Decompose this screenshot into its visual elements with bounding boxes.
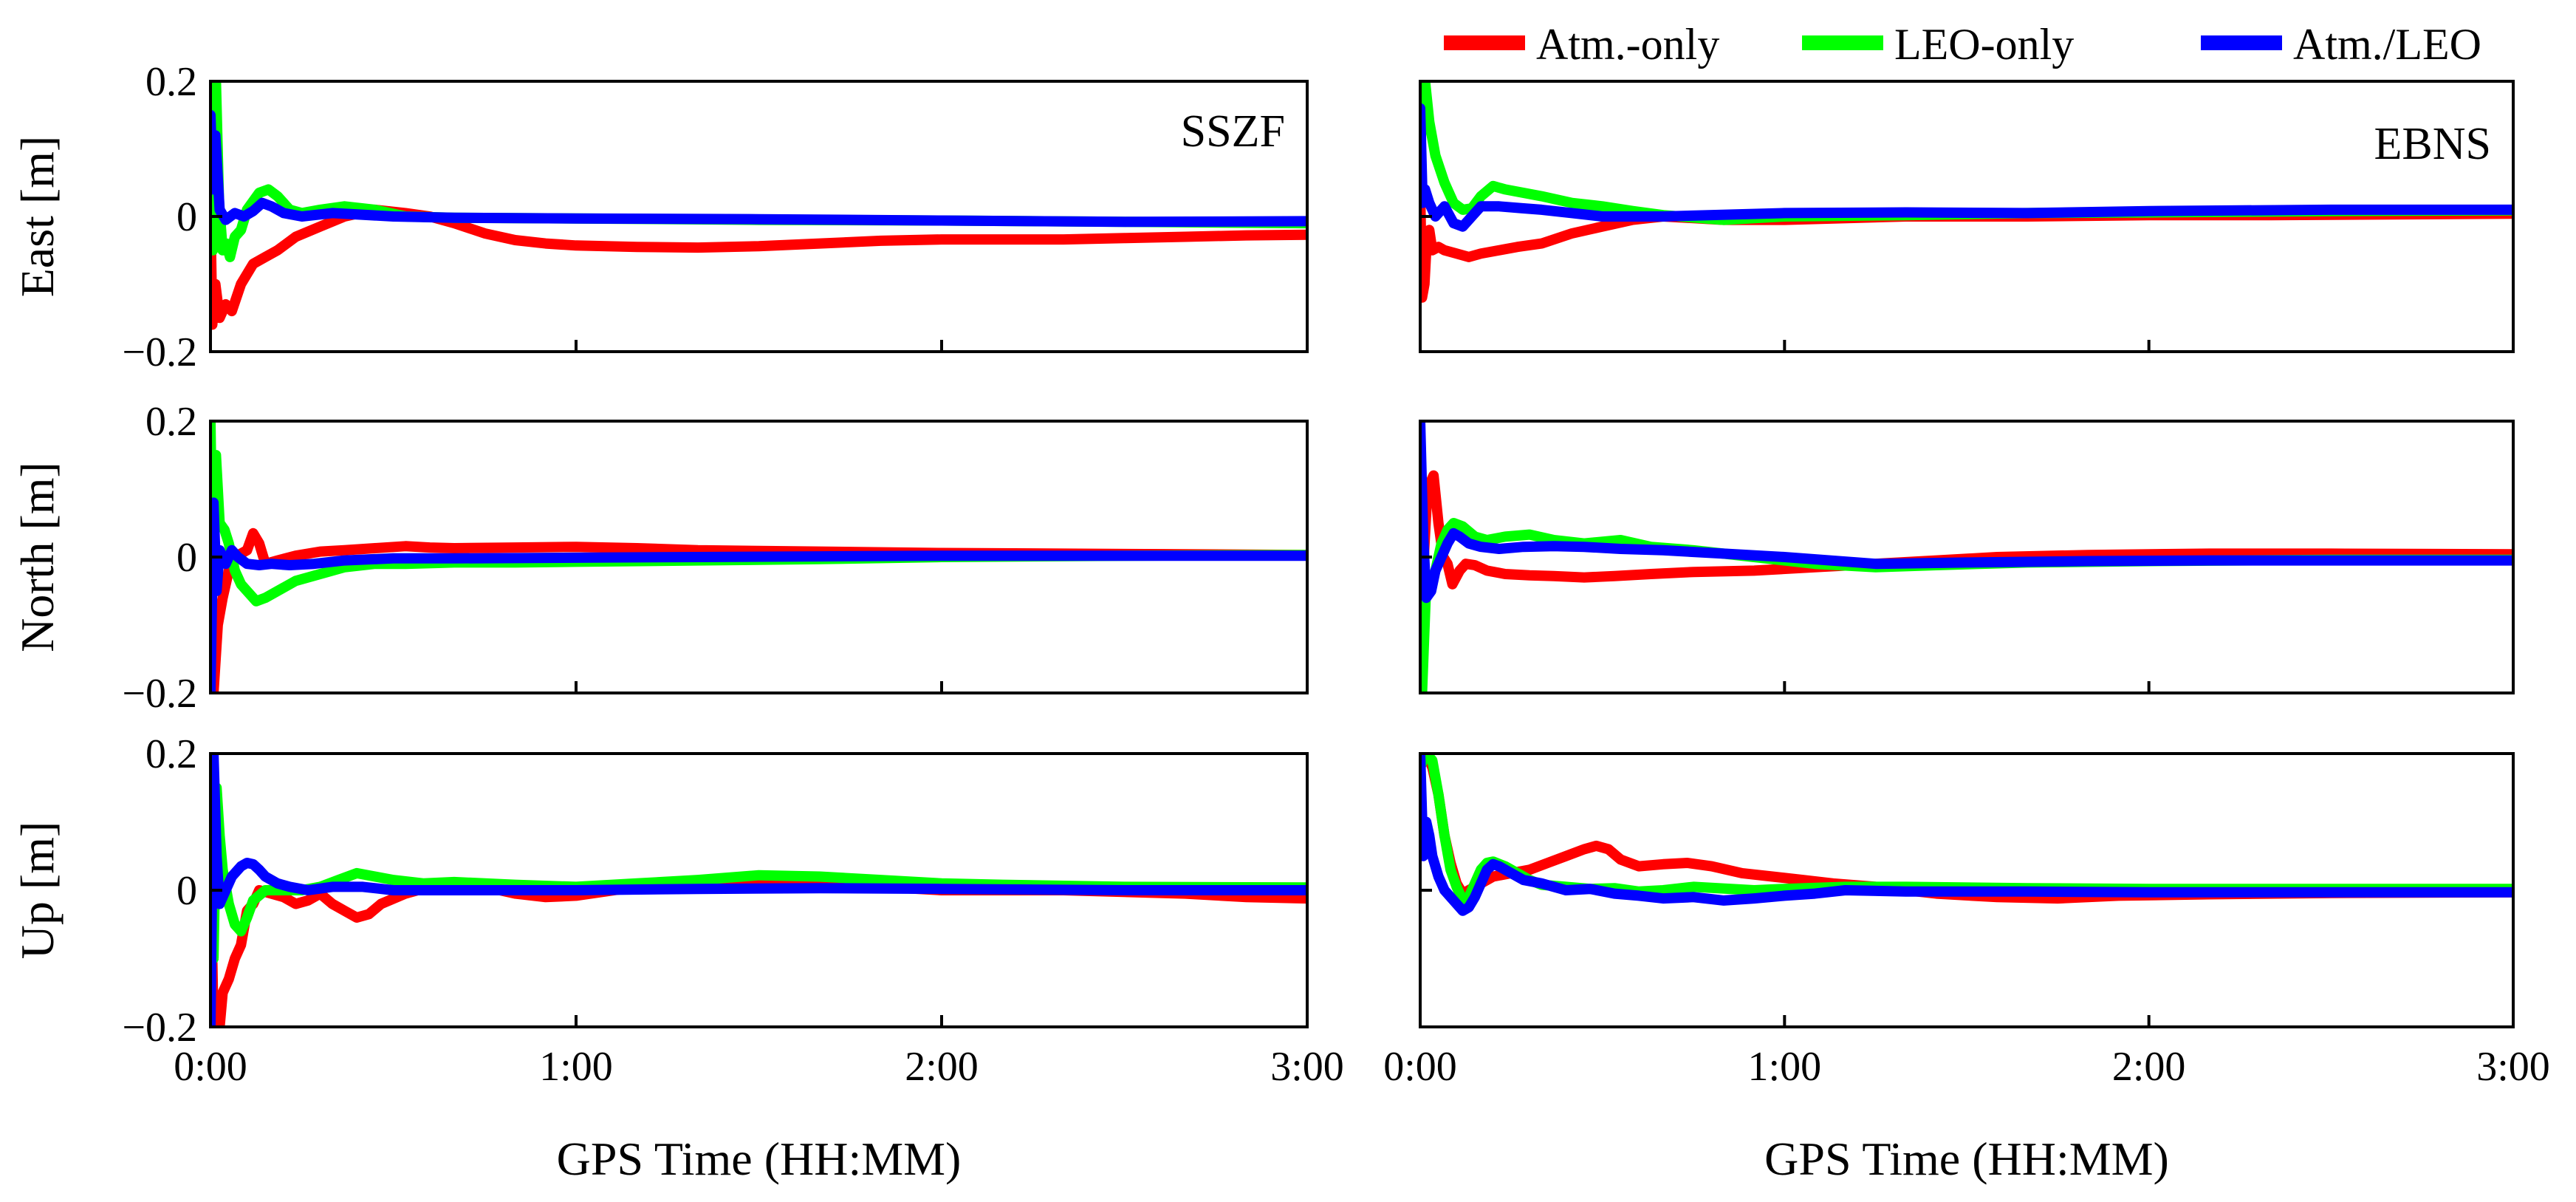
series-line-atm-leo <box>210 109 1307 228</box>
series-line-atm-leo <box>1420 421 2513 604</box>
y-axis-title-east: East [m] <box>11 136 64 298</box>
x-tick-label: 0:00 <box>1383 1044 1457 1090</box>
legend-label: Atm.-only <box>1536 20 1719 69</box>
y-tick-label: 0.2 <box>145 399 197 445</box>
station-label-sszf: SSZF <box>1181 106 1285 157</box>
series-line-leo-only <box>210 81 1307 262</box>
series-line-leo-only <box>1420 754 2513 906</box>
series-line-atm-leo <box>1420 103 2513 232</box>
panel-sszf-up: 0.2 0 −0.2 Up [m] 0:00 1:00 2:00 3:00 <box>11 731 1344 1090</box>
panel-sszf-north: 0.2 0 −0.2 North [m] <box>11 399 1309 717</box>
legend: Atm.-only LEO-only Atm./LEO <box>1444 20 2481 69</box>
series-group <box>210 421 1307 693</box>
legend-item-3: Atm./LEO <box>2201 20 2481 69</box>
series-group <box>210 81 1307 330</box>
x-axis-title: GPS Time (HH:MM) <box>1764 1133 2169 1185</box>
series-line-atm-leo <box>210 497 1307 693</box>
x-axis-title: GPS Time (HH:MM) <box>557 1133 962 1185</box>
panel-ebns-north <box>1419 420 2515 694</box>
series-line-leo-only <box>210 754 1307 964</box>
panels-grid: 0.2 0 −0.2 East [m] SSZF EBNS 0.2 0 −0.2 North [m… <box>11 59 2550 1090</box>
legend-item-1: Atm.-only <box>1444 20 1719 69</box>
y-tick-label: 0 <box>177 868 197 914</box>
series-line-atm-only <box>1420 754 2513 904</box>
y-tick-label: −0.2 <box>122 329 197 375</box>
series-group <box>1420 754 2513 916</box>
panel-ebns-up: 0:00 1:00 2:00 3:00 <box>1383 752 2550 1090</box>
panel-ebns-east: EBNS <box>1419 80 2515 353</box>
series-group <box>1420 81 2513 303</box>
x-tick-label: 3:00 <box>2476 1044 2550 1090</box>
x-tick-label: 2:00 <box>905 1044 979 1090</box>
y-tick-label: 0 <box>177 535 197 581</box>
series-line-leo-only <box>1420 81 2513 225</box>
x-tick-label: 1:00 <box>1748 1044 1822 1090</box>
x-tick-label: 3:00 <box>1270 1044 1344 1090</box>
x-tick-label: 2:00 <box>2112 1044 2186 1090</box>
y-tick-label: 0.2 <box>145 731 197 777</box>
y-tick-label: −0.2 <box>122 1005 197 1051</box>
panel-sszf-east: 0.2 0 −0.2 East [m] SSZF <box>11 59 1309 375</box>
series-group <box>210 754 1307 1027</box>
series-line-atm-leo <box>1420 754 2513 916</box>
legend-item-2: LEO-only <box>1802 20 2074 69</box>
series-group <box>1420 421 2513 693</box>
x-tick-label: 1:00 <box>539 1044 613 1090</box>
series-line-leo-only <box>210 421 1307 607</box>
x-tick-label: 0:00 <box>174 1044 247 1090</box>
y-axis-title-north: North [m] <box>11 462 64 652</box>
x-axis-titles: GPS Time (HH:MM) GPS Time (HH:MM) <box>557 1133 2169 1185</box>
station-label-ebns: EBNS <box>2374 119 2491 169</box>
legend-label: Atm./LEO <box>2293 20 2481 69</box>
y-tick-label: 0.2 <box>145 59 197 105</box>
y-tick-label: 0 <box>177 194 197 240</box>
series-line-atm-only <box>210 204 1307 330</box>
y-tick-label: −0.2 <box>122 671 197 717</box>
legend-label: LEO-only <box>1894 20 2074 69</box>
y-axis-title-up: Up [m] <box>11 822 64 960</box>
series-line-atm-leo <box>210 754 1307 1027</box>
